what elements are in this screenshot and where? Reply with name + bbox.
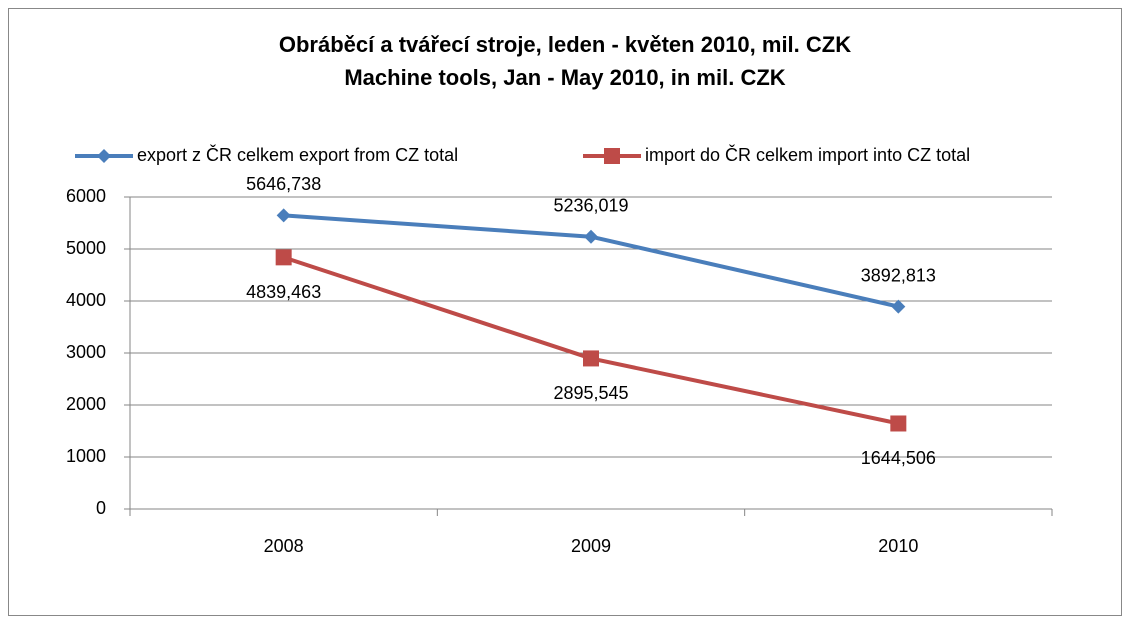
x-tick-label: 2009 — [571, 536, 611, 556]
data-label: 2895,545 — [553, 383, 628, 403]
y-tick-label: 5000 — [66, 238, 106, 258]
x-tick-label: 2010 — [878, 536, 918, 556]
y-tick-label: 1000 — [66, 446, 106, 466]
data-point — [890, 415, 907, 432]
legend-marker — [604, 148, 620, 164]
legend-label: import do ČR celkem import into CZ total — [645, 144, 970, 165]
data-point — [891, 299, 906, 314]
data-label: 1644,506 — [861, 448, 936, 468]
chart-subtitle: Machine tools, Jan - May 2010, in mil. C… — [344, 65, 785, 90]
data-point — [584, 229, 598, 244]
legend-marker — [97, 149, 111, 163]
data-label: 4839,463 — [246, 282, 321, 302]
y-tick-label: 0 — [96, 498, 106, 518]
y-tick-label: 4000 — [66, 290, 106, 310]
data-point — [275, 249, 292, 266]
data-point — [583, 350, 599, 367]
y-tick-label: 2000 — [66, 394, 106, 414]
chart-frame — [8, 8, 1122, 616]
y-tick-label: 6000 — [66, 186, 106, 206]
data-label: 5646,738 — [246, 174, 321, 194]
legend-label: export z ČR celkem export from CZ total — [137, 144, 458, 165]
data-label: 5236,019 — [553, 195, 628, 215]
y-tick-label: 3000 — [66, 342, 106, 362]
x-tick-label: 2008 — [264, 536, 304, 556]
data-point — [276, 208, 291, 223]
data-label: 3892,813 — [861, 265, 936, 285]
chart-title: Obráběcí a tvářecí stroje, leden - květe… — [279, 32, 851, 57]
